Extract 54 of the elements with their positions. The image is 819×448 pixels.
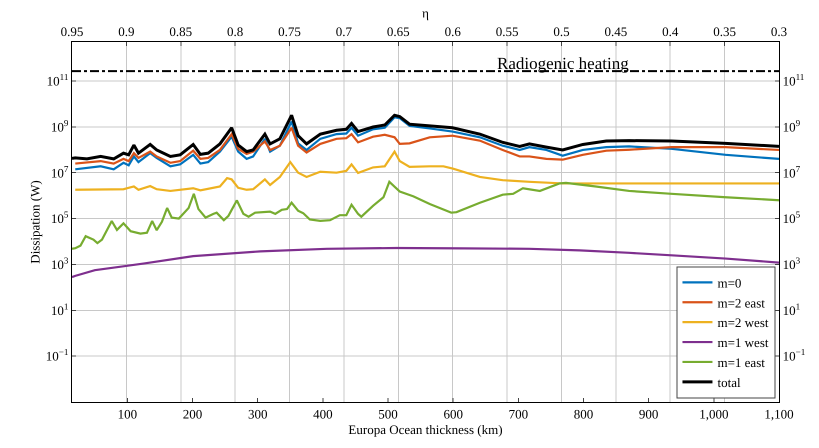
x-tick-label: 1,000 [699, 406, 728, 422]
x2-tick-label: 0.85 [169, 24, 192, 39]
x-tick-label: 500 [378, 406, 398, 422]
x2-tick-label: 0.7 [336, 24, 353, 39]
x-tick-label: 200 [182, 406, 202, 422]
text: 10$^{3}$ [50, 256, 68, 272]
text: 10$^{1}$ [50, 301, 68, 318]
y-tick-label: 10$^{11}$ [782, 72, 804, 89]
legend-label: m=1 east [717, 355, 766, 370]
y-axis-title: Dissipation (W) [28, 180, 43, 264]
legend-label: total [717, 374, 741, 390]
ref-line-label: Radiogenic heating [497, 54, 630, 73]
x2-tick-label: 0.65 [386, 24, 410, 39]
y-tick-label: 10$^{5}$ [782, 210, 801, 226]
x-tick-label: 400 [313, 406, 333, 422]
legend-label: m=0 [717, 275, 742, 290]
line-series [74, 126, 779, 165]
x-axis-title: Europa Ocean thickness (km) [348, 422, 503, 438]
x-tick-label: 900 [638, 406, 658, 422]
x2-tick-label: 0.95 [60, 24, 84, 39]
y-tick-label: 10$^{7}$ [782, 164, 801, 180]
line-series [74, 116, 779, 170]
line-series [72, 180, 779, 250]
text: 10$^{11}$ [46, 72, 68, 89]
x-tick-label: 100 [118, 406, 138, 422]
x-tick-label: 1,100 [764, 406, 794, 422]
y-tick-label: 10$^{3}$ [782, 256, 801, 272]
x2-tick-label: 0.8 [227, 24, 244, 39]
text: 10$^{5}$ [50, 210, 68, 226]
legend-label: m=2 east [717, 295, 766, 310]
x2-axis-title: η [422, 6, 430, 21]
x2-tick-label: 0.5 [553, 24, 570, 39]
line-series [72, 246, 779, 278]
x2-tick-label: 0.9 [118, 24, 135, 39]
x2-tick-label: 0.45 [604, 24, 628, 39]
x2-tick-label: 0.55 [496, 24, 518, 39]
y-tick-label: 10$^{−1}$ [782, 347, 806, 364]
text: 10$^{7}$ [50, 164, 68, 180]
x-tick-label: 800 [574, 406, 594, 422]
x2-tick-label: 0.3 [770, 24, 788, 39]
text: 10$^{−1}$ [46, 347, 68, 364]
x2-tick-label: 0.75 [278, 24, 301, 39]
x2-tick-label: 0.35 [713, 24, 736, 39]
x-tick-label: 300 [248, 406, 268, 422]
x-tick-label: 700 [508, 406, 528, 422]
x2-tick-label: 0.6 [444, 24, 462, 39]
text: 10$^{9}$ [50, 118, 68, 134]
legend-label: m=1 west [717, 335, 769, 350]
x2-tick-label: 0.4 [662, 24, 679, 39]
y-tick-label: 10$^{1}$ [782, 301, 800, 318]
legend-label: m=2 west [717, 315, 769, 330]
line-series [74, 150, 779, 192]
y-tick-label: 10$^{9}$ [782, 118, 801, 134]
x-tick-label: 600 [443, 406, 463, 422]
